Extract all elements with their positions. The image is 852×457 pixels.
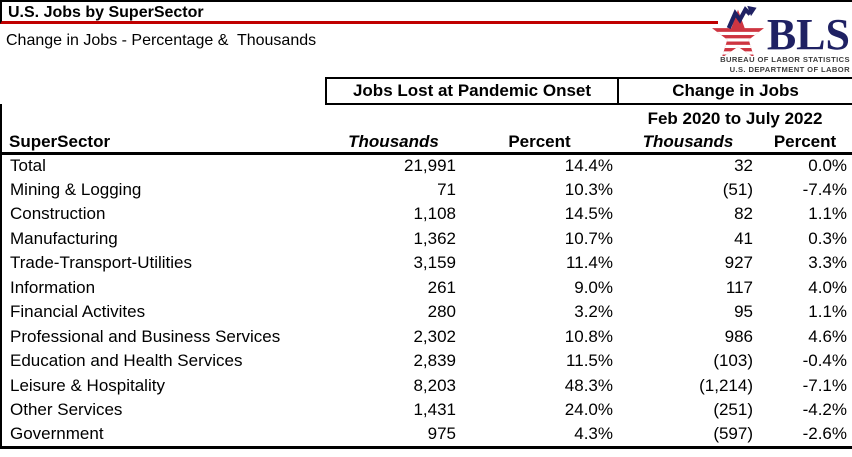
row-value: -7.1% bbox=[758, 373, 852, 398]
column-header-row: SuperSector Thousands Percent Thousands … bbox=[0, 129, 852, 155]
group-header-spacer bbox=[1, 78, 326, 104]
row-value: -7.4% bbox=[758, 177, 852, 202]
group-subheader-row: Feb 2020 to July 2022 bbox=[0, 104, 852, 129]
row-value: 11.4% bbox=[566, 253, 613, 273]
row-value: 2,302 bbox=[413, 326, 456, 346]
column-header-thousands-change: Thousands bbox=[618, 129, 758, 155]
page-title: U.S. Jobs by SuperSector bbox=[0, 2, 718, 24]
row-value: 10.3% bbox=[564, 179, 613, 199]
bls-org-line1: BUREAU OF LABOR STATISTICS bbox=[720, 55, 850, 64]
row-value: 280 bbox=[427, 302, 456, 322]
row-value: 2,839 bbox=[413, 351, 456, 371]
row-value: 95 bbox=[734, 302, 753, 322]
row-value: (251) bbox=[713, 400, 753, 420]
table-row: Construction 1,108 14.5% 82 1.1% bbox=[0, 202, 852, 227]
row-sector-label: Information bbox=[0, 275, 326, 300]
row-value: 41 bbox=[734, 228, 753, 248]
table-row: Trade-Transport-Utilities 3,159 11.4% 927 3.… bbox=[0, 251, 852, 276]
row-sector-label: Mining & Logging bbox=[0, 177, 326, 202]
row-value: 10.8% bbox=[564, 326, 613, 346]
row-value: -0.4% bbox=[758, 349, 852, 374]
row-sector-label: Construction bbox=[0, 202, 326, 227]
table-row: Total 21,991 14.4% 32 0.0% bbox=[0, 153, 852, 178]
table-row: Mining & Logging 71 10.3% (51) -7.4% bbox=[0, 177, 852, 202]
row-value: 1.1% bbox=[758, 202, 852, 227]
row-sector-label: Other Services bbox=[0, 398, 326, 423]
row-value: 14.4% bbox=[564, 156, 613, 175]
row-value: 117 bbox=[725, 277, 753, 297]
row-value: 986 bbox=[724, 326, 753, 346]
table-row: Government 975 4.3% (597) -2.6% bbox=[0, 422, 852, 449]
row-value: 3.3% bbox=[758, 251, 852, 276]
table-header: Jobs Lost at Pandemic Onset Change in Jo… bbox=[0, 77, 852, 155]
row-value: 4.0% bbox=[758, 275, 852, 300]
row-value: 11.5% bbox=[566, 351, 613, 371]
column-header-percent-change: Percent bbox=[758, 129, 852, 155]
row-value: 82 bbox=[734, 204, 753, 224]
jobs-table: Jobs Lost at Pandemic Onset Change in Jo… bbox=[0, 77, 852, 449]
table-row: Financial Activites 280 3.2% 95 1.1% bbox=[0, 300, 852, 325]
table-row: Information 261 9.0% 117 4.0% bbox=[0, 275, 852, 300]
row-sector-label: Financial Activites bbox=[0, 300, 326, 325]
column-header-supersector: SuperSector bbox=[0, 129, 326, 155]
group-header-row: Jobs Lost at Pandemic Onset Change in Jo… bbox=[1, 77, 852, 105]
row-sector-label: Leisure & Hospitality bbox=[0, 373, 326, 398]
table-body: Total 21,991 14.4% 32 0.0% Mining & Logging 71… bbox=[0, 153, 852, 449]
row-value: 48.3% bbox=[564, 375, 613, 395]
row-value: (1,214) bbox=[699, 375, 753, 395]
row-value: 3,159 bbox=[413, 253, 456, 273]
subheader-spacer bbox=[0, 104, 326, 129]
row-value: -2.6% bbox=[758, 422, 852, 449]
row-value: 1,431 bbox=[413, 400, 456, 420]
row-value: 14.5% bbox=[564, 204, 613, 224]
row-value: 32 bbox=[734, 156, 753, 175]
column-header-percent-lost: Percent bbox=[461, 129, 618, 155]
page-subtitle: Change in Jobs - Percentage & Thousands bbox=[6, 32, 317, 49]
bls-logo: BLS BUREAU OF LABOR STATISTICS U.S. DEPA… bbox=[710, 4, 850, 75]
row-value: 71 bbox=[437, 179, 456, 199]
row-value: 0.3% bbox=[758, 226, 852, 251]
row-value: (103) bbox=[713, 351, 753, 371]
row-value: 1,108 bbox=[413, 204, 456, 224]
row-value: 21,991 bbox=[404, 156, 456, 175]
table-row: Other Services 1,431 24.0% (251) -4.2% bbox=[0, 398, 852, 423]
row-value: 10.7% bbox=[564, 228, 613, 248]
subheader-spacer bbox=[326, 104, 618, 129]
group-header-change-in-jobs: Change in Jobs bbox=[616, 77, 852, 105]
table-row: Education and Health Services 2,839 11.5% (… bbox=[0, 349, 852, 374]
row-value: 975 bbox=[326, 422, 461, 449]
row-sector-label: Professional and Business Services bbox=[0, 324, 326, 349]
row-sector-label: Total bbox=[0, 153, 326, 178]
bls-acronym: BLS bbox=[766, 9, 850, 59]
row-value: 4.3% bbox=[461, 422, 618, 449]
row-value: 4.6% bbox=[758, 324, 852, 349]
bls-logo-top: BLS bbox=[710, 4, 850, 59]
row-value: 1,362 bbox=[413, 228, 456, 248]
row-value: 927 bbox=[724, 253, 753, 273]
bls-star-chart-icon bbox=[711, 5, 764, 56]
row-sector-label: Trade-Transport-Utilities bbox=[0, 251, 326, 276]
subheader-date-range: Feb 2020 to July 2022 bbox=[618, 104, 852, 129]
table-row: Leisure & Hospitality 8,203 48.3% (1,214) -7… bbox=[0, 373, 852, 398]
row-value: -4.2% bbox=[758, 398, 852, 423]
bls-org-lines: BUREAU OF LABOR STATISTICS U.S. DEPARTME… bbox=[720, 55, 850, 75]
group-header-jobs-lost: Jobs Lost at Pandemic Onset bbox=[325, 77, 619, 105]
table-row: Professional and Business Services 2,302 1… bbox=[0, 324, 852, 349]
row-value: (597) bbox=[618, 422, 758, 449]
bls-org-line2: U.S. DEPARTMENT OF LABOR bbox=[729, 64, 850, 74]
row-value: 1.1% bbox=[758, 300, 852, 325]
row-sector-label: Government bbox=[0, 422, 326, 449]
row-value: 24.0% bbox=[564, 400, 613, 420]
row-sector-label: Education and Health Services bbox=[0, 349, 326, 374]
table-row: Manufacturing 1,362 10.7% 41 0.3% bbox=[0, 226, 852, 251]
row-value: 261 bbox=[427, 277, 456, 297]
row-value: (51) bbox=[722, 179, 753, 199]
row-sector-label: Manufacturing bbox=[0, 226, 326, 251]
column-header-thousands-lost: Thousands bbox=[326, 129, 461, 155]
row-value: 9.0% bbox=[574, 277, 613, 297]
row-value: 0.0% bbox=[758, 153, 852, 178]
row-value: 3.2% bbox=[574, 302, 613, 322]
row-value: 8,203 bbox=[413, 375, 456, 395]
